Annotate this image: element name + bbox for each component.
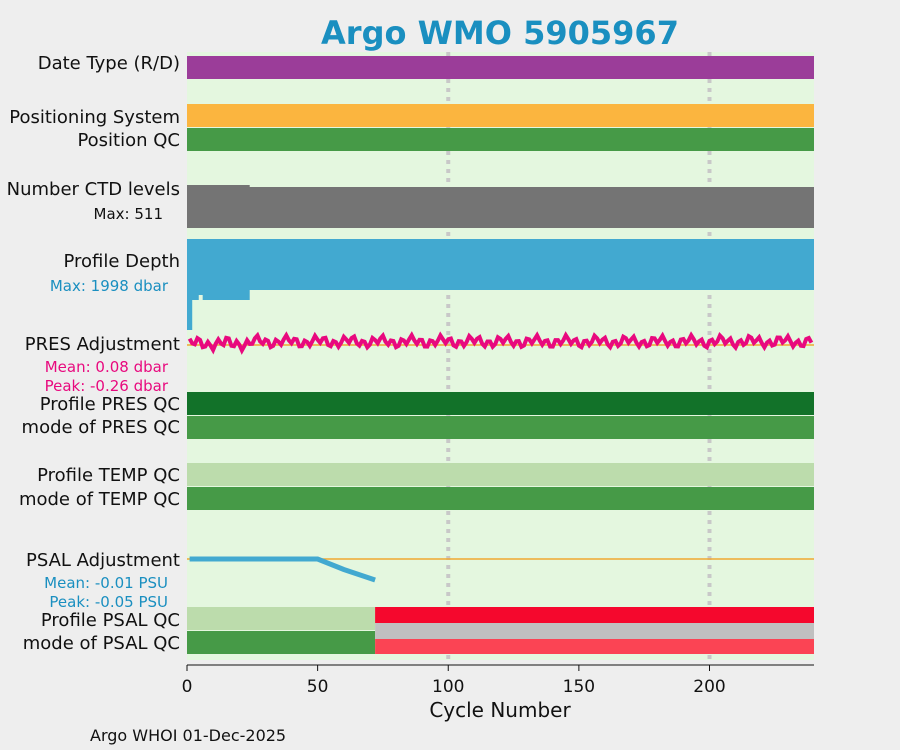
footer-credit: Argo WHOI 01-Dec-2025 — [90, 726, 286, 745]
band-profile-pres-qc — [187, 392, 814, 415]
band-profile-depth-dip — [187, 300, 193, 330]
x-axis: 0 50 100 150 200 — [182, 664, 814, 697]
band-mode-psal-qc-gray — [375, 631, 814, 639]
band-positioning-system — [187, 104, 814, 127]
label-mode-psal-qc: mode of PSAL QC — [23, 633, 180, 654]
label-psal-adjustment: PSAL Adjustment — [26, 550, 180, 571]
label-mode-temp-qc: mode of TEMP QC — [19, 489, 180, 510]
x-tick-label-150: 150 — [563, 677, 595, 697]
label-positioning-system: Positioning System — [9, 107, 180, 128]
band-profile-psal-qc-bad — [375, 607, 814, 623]
x-tick-label-0: 0 — [182, 677, 193, 697]
pres-peak-note: Peak: -0.26 dbar — [45, 377, 169, 395]
label-position-qc: Position QC — [77, 130, 180, 151]
band-date-type — [187, 56, 814, 79]
band-mode-psal-qc-good — [187, 631, 376, 654]
pres-mean-note: Mean: 0.08 dbar — [45, 358, 169, 376]
x-tick-label-200: 200 — [693, 677, 725, 697]
label-pres-adjustment: PRES Adjustment — [25, 334, 180, 355]
chart-title: Argo WMO 5905967 — [321, 14, 679, 52]
band-mode-pres-qc — [187, 416, 814, 439]
x-axis-label: Cycle Number — [429, 698, 571, 722]
label-profile-psal-qc: Profile PSAL QC — [41, 610, 180, 631]
label-profile-pres-qc: Profile PRES QC — [40, 394, 180, 415]
band-profile-depth-shallow — [187, 290, 250, 300]
x-tick-label-100: 100 — [432, 677, 464, 697]
band-profile-depth-gap — [198, 295, 203, 305]
x-tick-label-50: 50 — [307, 677, 329, 697]
label-mode-pres-qc: mode of PRES QC — [22, 417, 180, 438]
pres-adjustment-line — [187, 331, 814, 355]
label-profile-depth: Profile Depth — [63, 251, 180, 272]
band-mode-temp-qc — [187, 487, 814, 510]
label-date-type: Date Type (R/D) — [38, 53, 180, 74]
ctd-max-note: Max: 511 — [94, 205, 163, 223]
band-profile-psal-qc-good — [187, 607, 376, 630]
data-bands — [187, 56, 814, 654]
psal-adjustment-line — [189, 556, 376, 583]
depth-max-note: Max: 1998 dbar — [50, 277, 169, 295]
band-profile-depth — [187, 239, 814, 290]
label-profile-temp-qc: Profile TEMP QC — [37, 465, 180, 486]
psal-mean-note: Mean: -0.01 PSU — [44, 574, 168, 592]
band-position-qc — [187, 128, 814, 151]
band-ctd-levels-early — [187, 185, 250, 189]
psal-peak-note: Peak: -0.05 PSU — [49, 593, 168, 611]
label-ctd-levels: Number CTD levels — [7, 179, 180, 200]
band-ctd-levels — [187, 187, 814, 228]
band-profile-psal-qc-gray — [375, 623, 814, 631]
band-profile-temp-qc — [187, 463, 814, 486]
band-mode-psal-qc-bad — [375, 639, 814, 654]
